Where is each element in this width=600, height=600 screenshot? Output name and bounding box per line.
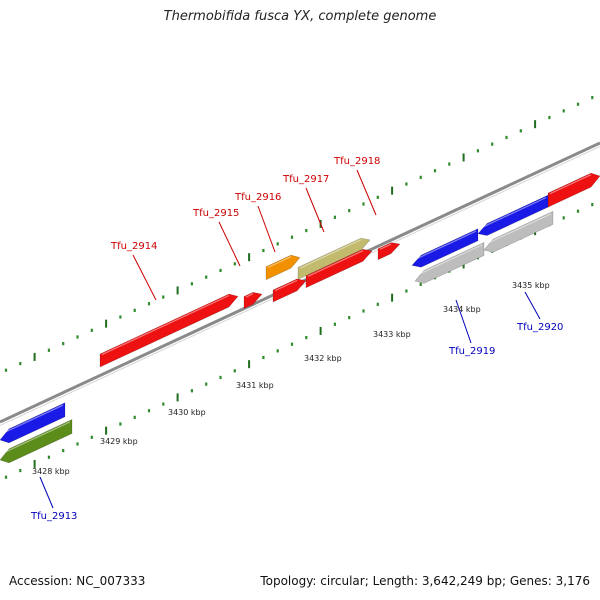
gene-label[interactable]: Tfu_2916 bbox=[234, 192, 281, 203]
kbp-tick-label: 3435 kbp bbox=[512, 281, 550, 290]
kbp-tick-label: 3430 kbp bbox=[168, 408, 206, 417]
gene-tfu-2916-highlight bbox=[267, 256, 292, 268]
gene-label-leader bbox=[257, 205, 276, 253]
gene-olive[interactable] bbox=[0, 419, 73, 464]
minor-ticks bbox=[4, 95, 594, 479]
length-value: 3,642,249 bp bbox=[421, 574, 502, 588]
gene-label[interactable]: Tfu_2914 bbox=[110, 241, 157, 252]
gene-label[interactable]: Tfu_2913 bbox=[30, 511, 77, 522]
kbp-tick-label: 3433 kbp bbox=[373, 330, 411, 339]
gene-upper-right-highlight bbox=[549, 174, 592, 195]
gene-tfu-2918[interactable] bbox=[377, 242, 401, 261]
gene-tfu-2920[interactable] bbox=[477, 194, 549, 236]
gene-tfu-2915-highlight bbox=[245, 293, 254, 298]
gene-label[interactable]: Tfu_2919 bbox=[448, 346, 495, 357]
gene-label-leader bbox=[132, 254, 157, 301]
topology-label: Topology: bbox=[260, 574, 317, 588]
kbp-tick-label: 3428 kbp bbox=[32, 467, 70, 476]
gene-tfu-2920-highlight bbox=[479, 197, 547, 229]
kbp-tick-label: 3434 kbp bbox=[443, 305, 481, 314]
genes-value: 3,176 bbox=[555, 574, 590, 588]
gene-label-leader bbox=[356, 169, 377, 216]
accession-line: Accession: NC_007333 bbox=[9, 574, 145, 588]
gene-tfu-2913-highlight bbox=[1, 404, 64, 435]
tick-labels: 3428 kbp 3429 kbp 3430 kbp 3431 kbp 3432 kbp… bbox=[32, 281, 550, 476]
kbp-tick-label: 3432 kbp bbox=[304, 354, 342, 363]
gene-khaki-overlay[interactable] bbox=[297, 237, 371, 280]
gene-label-leader bbox=[305, 187, 325, 233]
gene-tfu-2914[interactable] bbox=[99, 293, 239, 368]
accession-label: Accession: bbox=[9, 574, 73, 588]
gene-label-leader bbox=[524, 291, 541, 320]
gene-features bbox=[0, 172, 600, 464]
gene-tfu-2917[interactable] bbox=[272, 278, 307, 303]
gene-tfu-2917-b[interactable] bbox=[305, 248, 373, 289]
gene-label[interactable]: Tfu_2920 bbox=[516, 322, 563, 333]
gene-tfu-2917-highlight bbox=[274, 279, 298, 292]
genes-label: Genes: bbox=[509, 574, 552, 588]
gene-olive-highlight bbox=[1, 421, 71, 455]
gene-label-leader bbox=[455, 299, 472, 344]
gene-gray-1-highlight bbox=[416, 244, 483, 276]
accession-value: NC_007333 bbox=[76, 574, 146, 588]
gene-tfu-2918-highlight bbox=[379, 243, 392, 250]
gene-label[interactable]: Tfu_2915 bbox=[192, 208, 239, 219]
gene-tfu-2914-highlight bbox=[101, 294, 230, 356]
gene-khaki-overlay-highlight bbox=[299, 239, 362, 269]
gene-label-leader bbox=[218, 221, 241, 267]
gene-tfu-2919[interactable] bbox=[411, 228, 479, 268]
kbp-tick-label: 3429 kbp bbox=[100, 437, 138, 446]
gene-label-leader bbox=[39, 476, 54, 509]
map-title: Thermobifida fusca YX, complete genome bbox=[163, 9, 437, 24]
gene-label[interactable]: Tfu_2918 bbox=[333, 156, 380, 167]
gene-gray-1[interactable] bbox=[414, 241, 485, 284]
genome-stats: Topology: circular; Length: 3,642,249 bp… bbox=[260, 574, 590, 588]
gene-upper-right[interactable] bbox=[547, 172, 600, 208]
gene-tfu-2919-highlight bbox=[413, 230, 477, 261]
gene-gray-2-highlight bbox=[485, 213, 552, 245]
gene-tfu-2915[interactable] bbox=[243, 292, 263, 310]
gene-labels: Tfu_2913 Tfu_2914 Tfu_2915 Tfu_2916Tfu_2917… bbox=[30, 156, 563, 522]
gene-tfu-2917-b-highlight bbox=[307, 250, 364, 277]
gene-tfu-2913[interactable] bbox=[0, 402, 66, 444]
gene-tfu-2916[interactable] bbox=[265, 254, 301, 281]
topology-value: circular bbox=[320, 574, 365, 588]
length-label: Length: bbox=[372, 574, 419, 588]
kbp-tick-label: 3431 kbp bbox=[236, 381, 274, 390]
gene-gray-2[interactable] bbox=[483, 210, 554, 253]
gene-label[interactable]: Tfu_2917 bbox=[282, 174, 329, 185]
